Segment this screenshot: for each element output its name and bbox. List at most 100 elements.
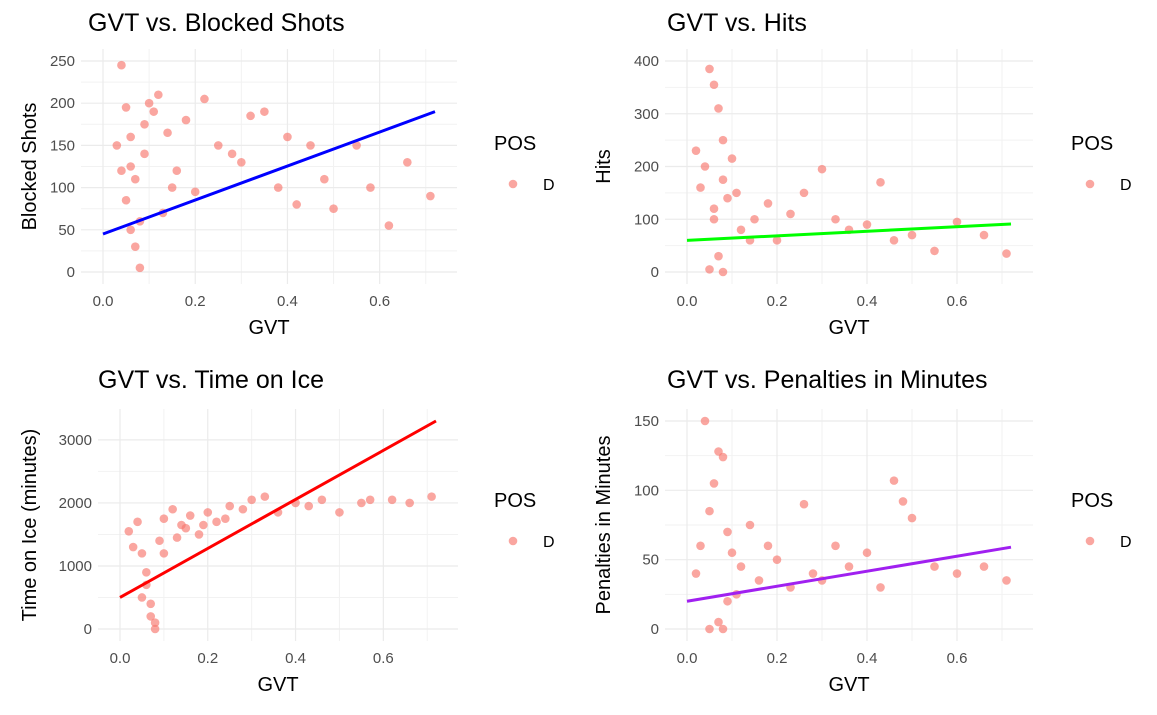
data-point: [121, 195, 131, 205]
y-tick-label: 50: [642, 552, 659, 569]
data-point: [142, 567, 151, 577]
y-tick-label: 0: [651, 264, 659, 281]
x-tick-label: 0.6: [947, 650, 968, 667]
data-point: [260, 107, 269, 116]
chart-panel-3: 0.0 0.2 0.4 0.6 0 1000 2000 3000 GVT vs. Time on…: [19, 366, 555, 696]
data-point: [146, 599, 156, 609]
x-tick-label: 0.0: [93, 293, 114, 310]
y-tick-label: 0: [84, 621, 92, 638]
y-tick-label: 0: [651, 621, 659, 638]
data-point: [705, 265, 714, 274]
data-point: [714, 251, 723, 261]
chart-panel-4: 0.0 0.2 0.4 0.6 0 50 100 150 GVT vs. Penalties i…: [593, 366, 1132, 696]
data-point: [190, 187, 200, 197]
data-point: [426, 191, 435, 201]
data-point: [144, 98, 154, 108]
y-tick-label: 150: [634, 413, 659, 430]
data-point: [799, 499, 809, 509]
data-point: [181, 115, 191, 125]
data-point: [862, 548, 872, 558]
legend-title: POS: [1071, 490, 1113, 512]
legend-key: [1085, 179, 1095, 189]
x-axis-label: GVT: [828, 317, 869, 339]
y-axis-label: Time on Ice (minutes): [19, 429, 41, 622]
data-point: [366, 183, 375, 192]
data-point: [387, 495, 397, 505]
chart-title: GVT vs. Hits: [667, 9, 807, 37]
data-point: [898, 497, 908, 506]
grid: [665, 49, 1033, 284]
data-point: [889, 236, 899, 245]
scatter-points: [691, 416, 1011, 634]
data-point: [1002, 576, 1011, 585]
data-point: [952, 569, 962, 578]
x-tick-label: 0.0: [677, 650, 698, 667]
data-point: [137, 549, 147, 558]
data-point: [246, 111, 255, 121]
data-point: [357, 498, 366, 508]
chart-panel-2: 0.0 0.2 0.4 0.6 0 100 200 300 400 GVT vs. Hits GVT…: [593, 9, 1132, 339]
scatter-points: [112, 60, 435, 273]
data-point: [306, 141, 315, 150]
data-point: [130, 242, 140, 251]
y-axis-label: Penalties in Minutes: [593, 436, 615, 615]
data-point: [150, 618, 160, 627]
data-point: [283, 132, 292, 142]
data-point: [317, 495, 327, 505]
data-point: [979, 230, 989, 240]
data-point: [172, 166, 182, 176]
legend: POS D: [1071, 133, 1132, 194]
data-point: [772, 555, 782, 564]
data-point: [247, 495, 256, 505]
data-point: [126, 132, 135, 142]
data-point: [213, 141, 223, 150]
data-point: [930, 562, 939, 571]
data-point: [335, 508, 344, 517]
data-point: [126, 162, 135, 171]
data-point: [889, 476, 899, 485]
data-point: [199, 520, 208, 530]
chart-title: GVT vs. Blocked Shots: [88, 9, 345, 37]
data-point: [876, 583, 885, 592]
data-point: [155, 536, 164, 546]
legend-key: [508, 179, 518, 189]
data-point: [718, 624, 728, 634]
legend-title: POS: [494, 133, 536, 155]
legend: POS D: [1071, 490, 1132, 551]
trend-line: [102, 110, 436, 236]
data-point: [273, 183, 283, 192]
grid: [98, 409, 458, 641]
data-point: [691, 569, 701, 578]
x-tick-label: 0.2: [197, 650, 218, 667]
chart-title: GVT vs. Time on Ice: [98, 366, 324, 394]
y-tick-label: 100: [50, 180, 75, 197]
data-point: [146, 612, 156, 621]
legend-key: [508, 536, 518, 546]
data-point: [727, 548, 737, 558]
data-point: [714, 104, 723, 113]
y-tick-label: 100: [634, 211, 659, 228]
x-tick-label: 0.0: [677, 293, 698, 310]
data-point: [352, 141, 361, 150]
x-tick-label: 0.2: [767, 293, 788, 310]
data-point: [817, 164, 827, 174]
data-point: [763, 541, 773, 551]
data-point: [237, 157, 246, 167]
trend-line: [119, 419, 437, 599]
data-point: [365, 495, 375, 505]
y-tick-label: 100: [634, 482, 659, 499]
x-tick-label: 0.6: [369, 293, 390, 310]
data-point: [149, 107, 159, 116]
data-point: [750, 214, 759, 224]
legend: POS D: [494, 490, 555, 551]
legend-entry: D: [543, 534, 555, 551]
legend-title: POS: [494, 490, 536, 512]
y-axis-label: Blocked Shots: [19, 103, 41, 231]
data-point: [260, 492, 270, 501]
x-tick-label: 0.4: [857, 293, 878, 310]
data-point: [723, 596, 732, 606]
legend-title: POS: [1071, 133, 1113, 155]
x-tick-label: 0.4: [277, 293, 298, 310]
data-point: [907, 513, 917, 523]
y-tick-label: 200: [634, 159, 659, 176]
